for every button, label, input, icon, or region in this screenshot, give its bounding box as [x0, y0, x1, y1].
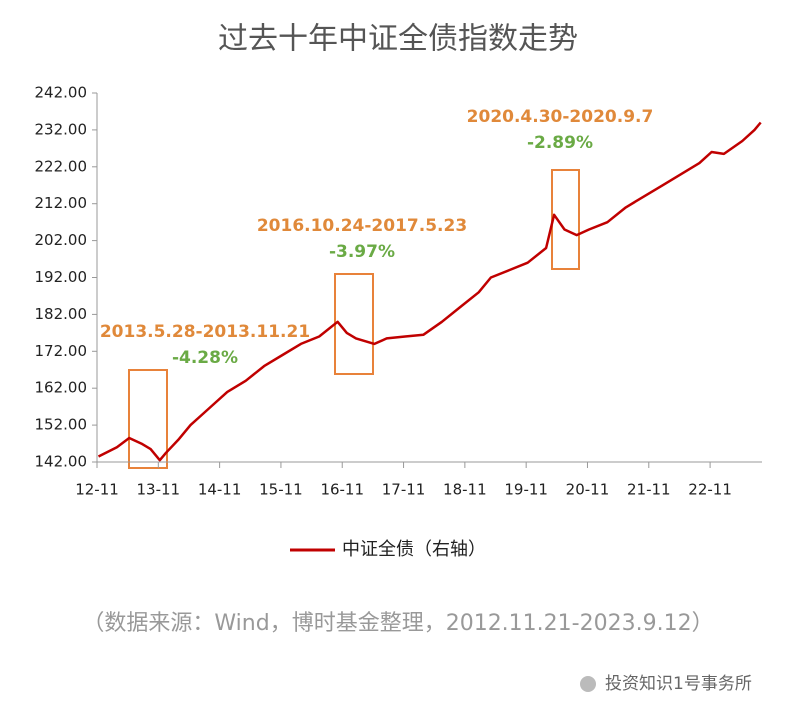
annotation-period: 2016.10.24-2017.5.23 — [257, 216, 467, 236]
annotation-period: 2020.4.30-2020.9.7 — [467, 107, 654, 127]
chart-title: 过去十年中证全债指数走势 — [218, 22, 578, 57]
x-tick-label: 18-11 — [443, 481, 487, 499]
y-tick-label: 222.00 — [35, 157, 88, 175]
y-tick-label: 142.00 — [35, 453, 88, 471]
x-tick-label: 22-11 — [688, 481, 732, 499]
y-tick-label: 192.00 — [35, 268, 88, 286]
annotation-period: 2013.5.28-2013.11.21 — [100, 322, 310, 342]
y-tick-label: 212.00 — [35, 194, 88, 212]
y-tick-label: 242.00 — [35, 84, 88, 102]
series-line — [97, 121, 762, 462]
y-tick-label: 202.00 — [35, 231, 88, 249]
x-tick-label: 19-11 — [504, 481, 548, 499]
y-tick-label: 152.00 — [35, 416, 88, 434]
y-tick-label: 162.00 — [35, 379, 88, 397]
x-tick-label: 14-11 — [198, 481, 242, 499]
y-tick-label: 182.00 — [35, 305, 88, 323]
y-tick-label: 172.00 — [35, 342, 88, 360]
x-tick-label: 15-11 — [259, 481, 303, 499]
annotation-change: -2.89% — [527, 133, 593, 153]
x-tick-label: 20-11 — [566, 481, 610, 499]
x-tick-label: 21-11 — [627, 481, 671, 499]
x-tick-label: 16-11 — [320, 481, 364, 499]
source-note: （数据来源：Wind，博时基金整理，2012.11.21-2023.9.12） — [82, 611, 713, 636]
x-tick-label: 17-11 — [382, 481, 426, 499]
legend-label: 中证全债（右轴） — [342, 539, 486, 560]
annotation-change: -4.28% — [172, 348, 238, 368]
x-tick-label: 13-11 — [137, 481, 181, 499]
y-tick-label: 232.00 — [35, 120, 88, 138]
watermark: 投资知识1号事务所 — [605, 674, 752, 694]
highlight-box — [128, 369, 168, 469]
annotation-change: -3.97% — [329, 242, 395, 262]
watermark-icon — [580, 676, 596, 692]
x-tick-label: 12-11 — [75, 481, 119, 499]
